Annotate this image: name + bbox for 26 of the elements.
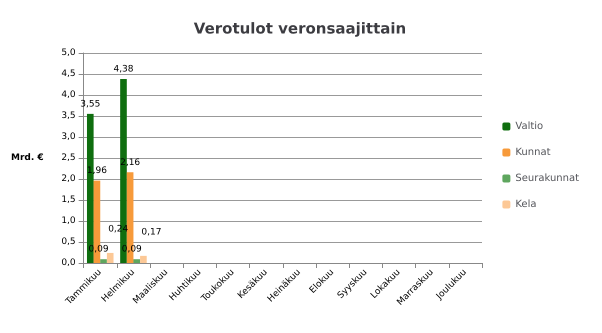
y-tick-label: 1,5 — [61, 195, 76, 205]
bar — [100, 259, 107, 263]
y-tick-label: 0,5 — [61, 237, 76, 247]
y-tick-label: 4,5 — [61, 69, 76, 79]
chart-title: Verotulot veronsaajittain — [194, 20, 406, 38]
y-tick-label: 2,5 — [61, 153, 76, 163]
legend-label: Seurakunnat — [515, 173, 580, 184]
data-label: 3,55 — [80, 99, 100, 110]
y-axis-title: Mrd. € — [10, 153, 44, 163]
data-label: 0,17 — [141, 227, 162, 238]
bar — [133, 259, 140, 263]
y-tick-label: 4,0 — [61, 90, 76, 100]
bar — [140, 256, 147, 263]
data-label: 0,09 — [88, 244, 109, 255]
y-tick-label: 1,0 — [61, 216, 76, 226]
y-tick-label: 5,0 — [61, 48, 76, 58]
legend-label: Valtio — [515, 121, 544, 132]
y-tick-label: 2,0 — [61, 174, 76, 184]
data-label: 0,09 — [122, 244, 142, 255]
y-tick-label: 3,5 — [61, 111, 76, 121]
bar — [106, 252, 114, 263]
legend-label: Kela — [515, 199, 536, 210]
y-tick-label: 3,0 — [61, 132, 76, 142]
data-label: 4,38 — [113, 64, 134, 75]
legend-label: Kunnat — [515, 147, 551, 158]
y-tick-label: 0,0 — [61, 258, 76, 268]
